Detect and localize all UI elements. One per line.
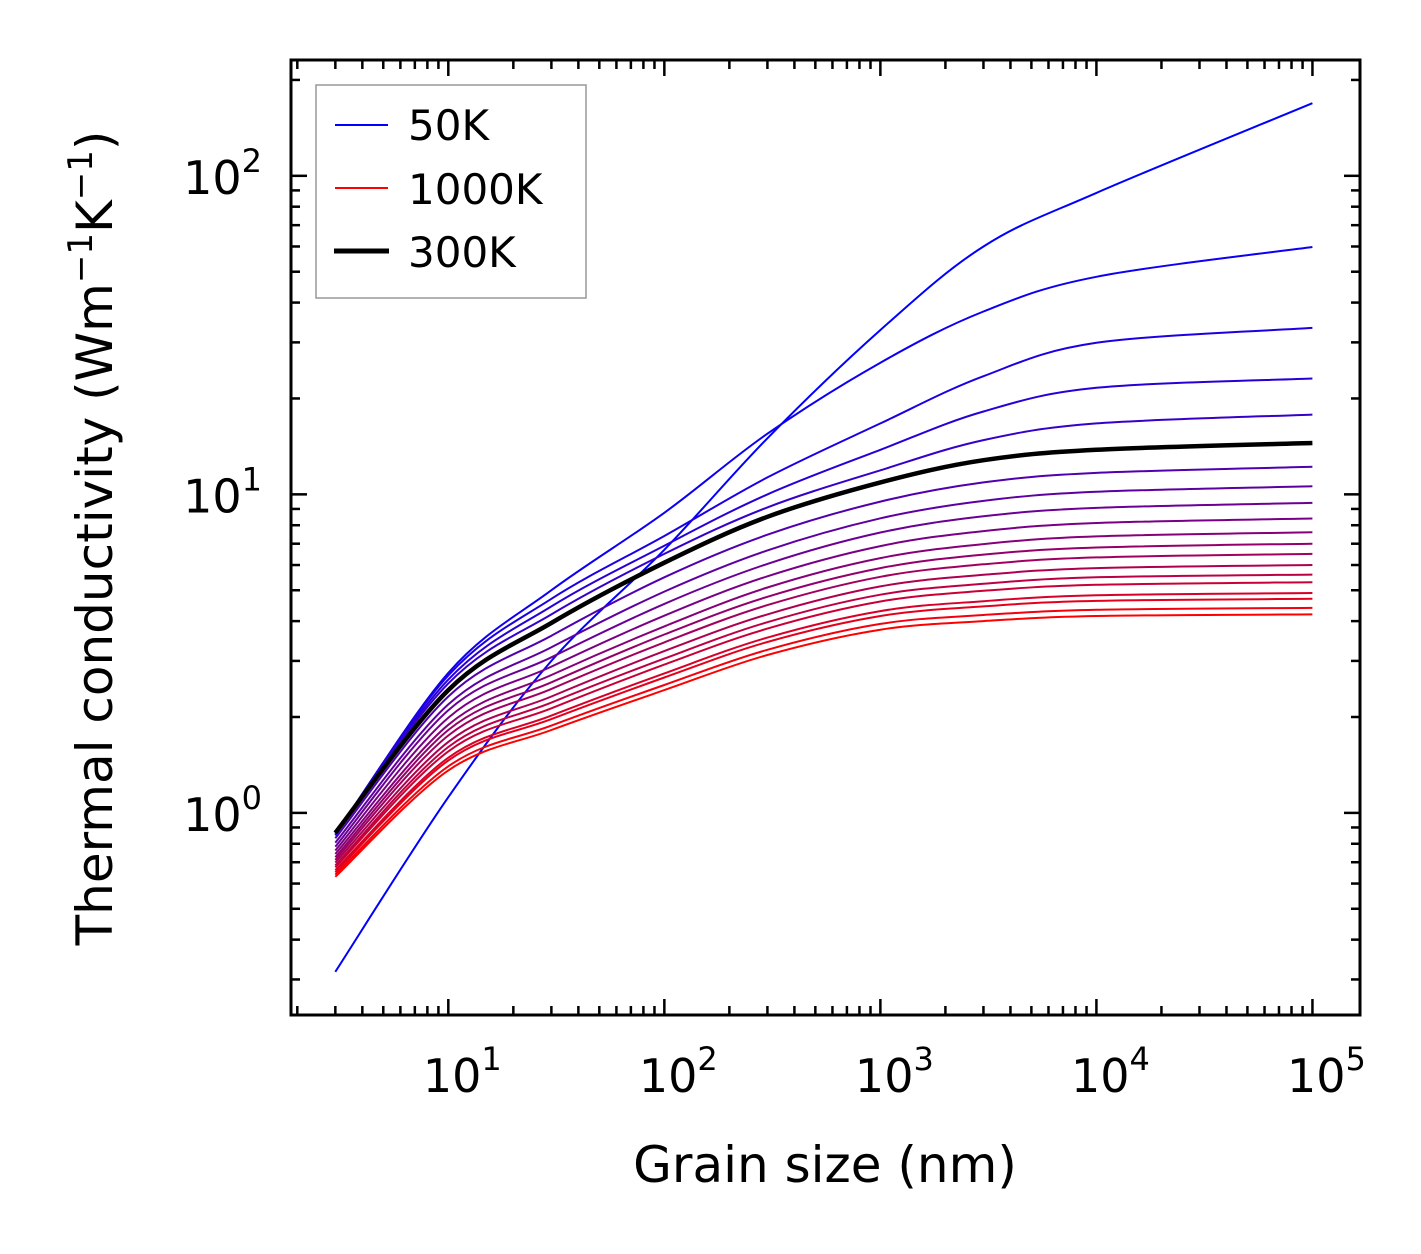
series-line-100k <box>334 246 1313 836</box>
y-axis-label-close: ) <box>66 131 124 151</box>
legend-label-1000k: 1000K <box>408 165 544 214</box>
series-line-750k <box>334 573 1313 867</box>
series-line-250k <box>334 413 1313 834</box>
y-axis-label-k: K <box>66 199 124 233</box>
series-line-450k <box>334 501 1313 848</box>
series-line-800k <box>334 581 1313 868</box>
x-tick-base: 10 <box>1071 1049 1130 1103</box>
legend-label-50k: 50K <box>408 101 490 150</box>
series-line-350k <box>334 465 1313 839</box>
x-tick-base: 10 <box>639 1049 698 1103</box>
y-axis-label-exp2: −1 <box>61 150 101 200</box>
y-axis-label-exp1: −1 <box>61 233 101 283</box>
x-tick-label: 104 <box>1071 1040 1150 1103</box>
x-tick-label: 103 <box>855 1040 934 1103</box>
series-line-500k <box>334 517 1313 852</box>
y-tick-exponent: 0 <box>242 779 262 817</box>
series-line-550k <box>334 531 1313 855</box>
x-tick-exponent: 3 <box>913 1040 933 1078</box>
y-tick-base: 10 <box>183 469 242 523</box>
plot-curves <box>333 102 1313 973</box>
y-axis-label: Thermal conductivity (Wm−1K−1) <box>61 131 124 947</box>
series-line-850k <box>334 592 1313 871</box>
series-line-600k <box>334 542 1313 858</box>
x-tick-label: 102 <box>639 1040 718 1103</box>
y-tick-exponent: 1 <box>242 460 262 498</box>
series-line-300k <box>333 440 1313 835</box>
y-tick-base: 10 <box>183 151 242 205</box>
series-line-900k <box>334 597 1313 874</box>
x-tick-label: 105 <box>1287 1040 1366 1103</box>
series-line-50k <box>334 102 1313 973</box>
x-tick-exponent: 2 <box>697 1040 717 1078</box>
x-tick-base: 10 <box>855 1049 914 1103</box>
x-tick-exponent: 1 <box>481 1040 501 1078</box>
series-line-400k <box>334 485 1313 844</box>
y-tick-exponent: 2 <box>242 142 262 180</box>
x-tick-exponent: 4 <box>1130 1040 1150 1078</box>
legend: 50K 1000K 300K <box>315 84 587 299</box>
y-tick-label: 102 <box>183 142 262 205</box>
series-line-950k <box>334 606 1313 876</box>
x-tick-labels: 101 102 103 104 105 <box>423 1040 1366 1103</box>
legend-box <box>315 84 587 299</box>
series-line-650k <box>334 552 1313 861</box>
plot-frame <box>289 58 1362 1017</box>
x-tick-base: 10 <box>1287 1049 1346 1103</box>
x-tick-exponent: 5 <box>1346 1040 1366 1078</box>
series-line-150k <box>334 326 1313 835</box>
series-line-700k <box>334 564 1313 864</box>
x-axis-label: Grain size (nm) <box>633 1136 1017 1194</box>
y-tick-label: 100 <box>183 779 262 842</box>
series-line-200k <box>334 377 1313 834</box>
x-tick-label: 101 <box>423 1040 502 1103</box>
y-tick-label: 101 <box>183 460 262 523</box>
series-line-1000k <box>334 613 1313 878</box>
y-axis-label-main: Thermal conductivity (Wm <box>66 283 124 946</box>
x-tick-base: 10 <box>423 1049 482 1103</box>
y-tick-base: 10 <box>183 788 242 842</box>
legend-label-300k: 300K <box>408 228 517 277</box>
